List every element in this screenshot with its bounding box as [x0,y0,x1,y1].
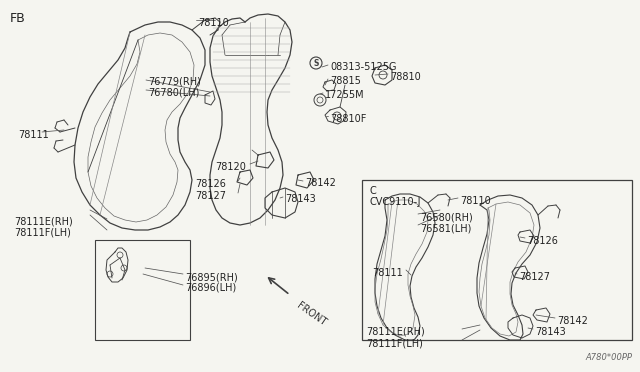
Text: 78111E(RH): 78111E(RH) [14,216,73,226]
Text: FB: FB [10,12,26,25]
Text: 78110: 78110 [460,196,491,206]
Text: 78143: 78143 [285,194,316,204]
Text: 76779(RH): 76779(RH) [148,76,201,86]
Text: 76580(RH): 76580(RH) [420,212,473,222]
Text: 76581(LH): 76581(LH) [420,223,472,233]
Text: 78111F(LH): 78111F(LH) [366,338,423,348]
Text: 78142: 78142 [305,178,336,188]
Text: CVC9110-J: CVC9110-J [370,197,422,207]
Text: 78142: 78142 [557,316,588,326]
Text: 78111F(LH): 78111F(LH) [14,227,71,237]
Text: 78815: 78815 [330,76,361,86]
Text: 78126: 78126 [195,179,226,189]
Text: 78810F: 78810F [330,114,366,124]
Text: 76896(LH): 76896(LH) [185,283,236,293]
Text: 78127: 78127 [195,191,226,201]
Text: 78111: 78111 [372,268,403,278]
Bar [362,180,632,340]
Text: 78111E(RH): 78111E(RH) [366,327,425,337]
Text: 76780(LH): 76780(LH) [148,87,200,97]
Text: C: C [370,186,377,196]
Text: 78127: 78127 [519,272,550,282]
Text: 78110: 78110 [198,18,228,28]
Text: 78126: 78126 [527,236,558,246]
Text: 76895(RH): 76895(RH) [185,272,237,282]
Text: A780*00PP: A780*00PP [585,353,632,362]
Text: 78810: 78810 [390,72,420,82]
Text: FRONT: FRONT [295,300,328,327]
Text: 78111: 78111 [18,130,49,140]
Text: 08313-5125G: 08313-5125G [330,62,397,72]
Bar [95,240,190,340]
Text: 17255M: 17255M [325,90,365,100]
Text: 78120: 78120 [215,162,246,172]
Text: 78143: 78143 [535,327,566,337]
Text: S: S [314,58,319,67]
